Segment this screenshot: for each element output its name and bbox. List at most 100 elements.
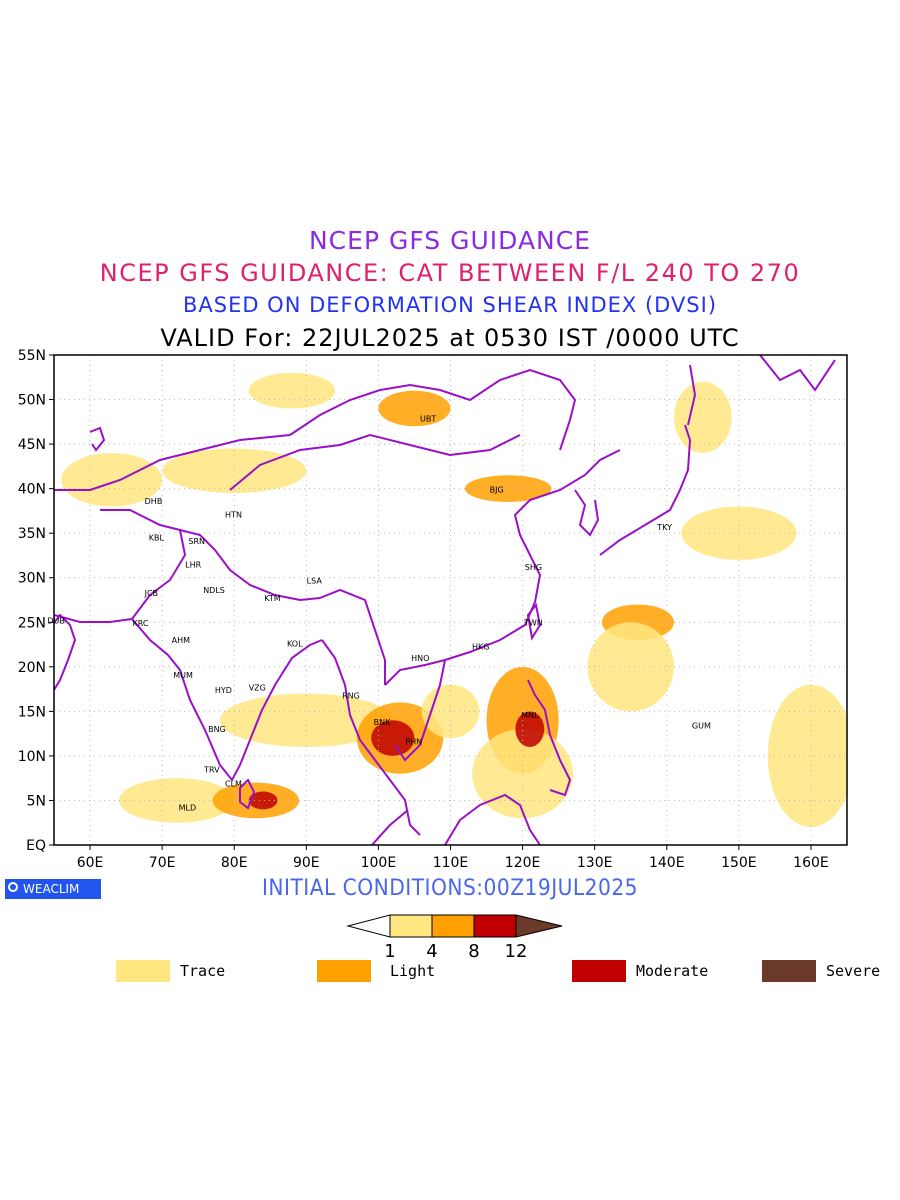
colorbar-segment-light — [431, 914, 475, 938]
turbulence-patch-trace — [587, 622, 674, 712]
station-label-clm: CLM — [225, 780, 242, 789]
legend-label-severe: Severe — [826, 962, 881, 980]
caspian-coast — [89, 426, 106, 452]
weaclim-logo: WEACLIM — [5, 879, 101, 899]
station-label-bnk: BNK — [374, 718, 391, 727]
turbulence-patch-light — [464, 475, 552, 502]
station-label-hno: HNO — [411, 654, 429, 663]
map-grid — [54, 355, 847, 845]
initial-conditions: INITIAL CONDITIONS:00Z19JUL2025 — [261, 876, 638, 901]
station-label-kbl: KBL — [149, 534, 165, 543]
colorbar-tick: 1 — [384, 941, 395, 962]
turbulence-patch-trace — [673, 381, 732, 453]
station-label-ndls: NDLS — [203, 586, 225, 595]
turbulence-patch-trace — [118, 778, 235, 823]
turbulence-patch-trace — [248, 372, 336, 409]
se-asia-coast — [321, 639, 421, 836]
turbulence-patch-moderate — [371, 720, 415, 756]
station-label-krc: KRC — [133, 619, 149, 628]
station-label-vzg: VZG — [249, 683, 266, 692]
station-label-rng: RNG — [342, 691, 360, 700]
taiwan-coast — [526, 602, 542, 641]
colorbar: 1 4 8 12 — [346, 914, 563, 962]
station-label-srn: SRN — [188, 537, 205, 546]
philippines-coast — [527, 679, 572, 797]
lat-label: 15N — [18, 704, 46, 720]
station-label-htn: HTN — [225, 510, 242, 519]
colorbar-tick: 8 — [468, 941, 479, 962]
station-label-hyd: HYD — [215, 686, 232, 695]
lon-label: 110E — [433, 855, 469, 870]
station-label-trv: TRV — [203, 765, 220, 774]
legend-swatch-trace — [116, 960, 170, 982]
station-label-kol: KOL — [287, 640, 303, 649]
lat-label: 50N — [18, 393, 46, 409]
station-label-ubt: UBT — [420, 414, 436, 423]
colorbar-segment-trace — [389, 914, 433, 938]
logo-ring-icon — [8, 882, 18, 892]
legend-label-moderate: Moderate — [636, 962, 709, 980]
station-label-gum: GUM — [692, 722, 711, 731]
station-label-phn: PHN — [405, 738, 422, 747]
lon-label: 100E — [361, 855, 397, 870]
colorbar-low-arrow — [346, 914, 391, 938]
turbulence-patch-trace — [681, 506, 797, 560]
station-label-bng: BNG — [208, 725, 226, 734]
china-north-border — [229, 433, 521, 491]
station-label-ahm: AHM — [172, 636, 190, 645]
lat-label: 10N — [18, 749, 46, 765]
lon-label: 90E — [293, 855, 320, 870]
lat-label: 25N — [18, 615, 46, 631]
station-label-lhr: LHR — [185, 560, 201, 569]
chart-index-line: BASED ON DEFORMATION SHEAR INDEX (DVSI) — [182, 293, 718, 317]
colorbar-tick: 12 — [505, 941, 528, 962]
station-label-twn: TWN — [523, 618, 543, 627]
lon-label: 80E — [221, 855, 248, 870]
station-label-dhb: DHB — [145, 497, 163, 506]
station-label-shg: SHG — [525, 563, 542, 572]
legend-swatch-light — [317, 960, 371, 982]
himalaya-border — [179, 529, 321, 602]
lon-label: 120E — [505, 855, 541, 870]
logo-text: WEACLIM — [23, 882, 80, 896]
lat-label: EQ — [26, 838, 46, 854]
afghan-border — [100, 509, 187, 620]
turbulence-patch-moderate — [248, 791, 278, 810]
lon-label: 150E — [721, 855, 757, 870]
kazakh-border — [54, 434, 291, 491]
colorbar-high-arrow — [515, 914, 563, 938]
station-label-jcb: JCB — [144, 589, 158, 598]
station-label-mnl: MNL — [521, 711, 539, 720]
valid-time: VALID For: 22JUL2025 at 0530 IST /0000 U… — [160, 324, 740, 352]
legend-label-trace: Trace — [180, 962, 226, 980]
legend-swatch-moderate — [572, 960, 626, 982]
myanmar-border — [319, 588, 386, 685]
coastlines — [54, 355, 836, 845]
lat-label: 5N — [27, 793, 46, 809]
japan-coast — [599, 424, 692, 556]
arabia-coast — [54, 613, 77, 691]
turbulence-map: UBT BJG TKY SHG TWN HKG HNO MNL BNK PHN RNG GUM LSA K… — [18, 348, 848, 870]
china-coast — [444, 449, 621, 661]
sumatra-coast — [371, 809, 409, 845]
station-labels: UBT BJG TKY SHG TWN HKG HNO MNL BNK PHN RNG GUM LSA K… — [47, 414, 711, 812]
srilanka-coast — [239, 778, 256, 810]
colorbar-segment-moderate — [473, 914, 517, 938]
lon-label: 130E — [577, 855, 613, 870]
lon-label: 70E — [149, 855, 176, 870]
station-label-bjg: BJG — [490, 486, 504, 495]
station-label-hkg: HKG — [472, 642, 489, 651]
legend: Trace Light Moderate Severe — [0, 958, 900, 986]
station-label-mum: MUM — [173, 671, 193, 680]
legend-swatch-severe — [762, 960, 816, 982]
map-axes: EQ 5N 10N 15N 20N 25N 30N 35N 40N 45N 50N 55N 60E 70E… — [18, 348, 829, 870]
iran-coast — [54, 614, 133, 623]
mongolia-border — [289, 368, 577, 451]
india-coast — [131, 618, 323, 782]
borneo-coast — [444, 793, 541, 845]
turbulence-patch-trace — [472, 729, 574, 819]
lat-label: 45N — [18, 437, 46, 453]
indochina-coast — [384, 658, 447, 762]
turbulence-patch-trace — [767, 684, 847, 828]
lat-label: 30N — [18, 571, 46, 587]
